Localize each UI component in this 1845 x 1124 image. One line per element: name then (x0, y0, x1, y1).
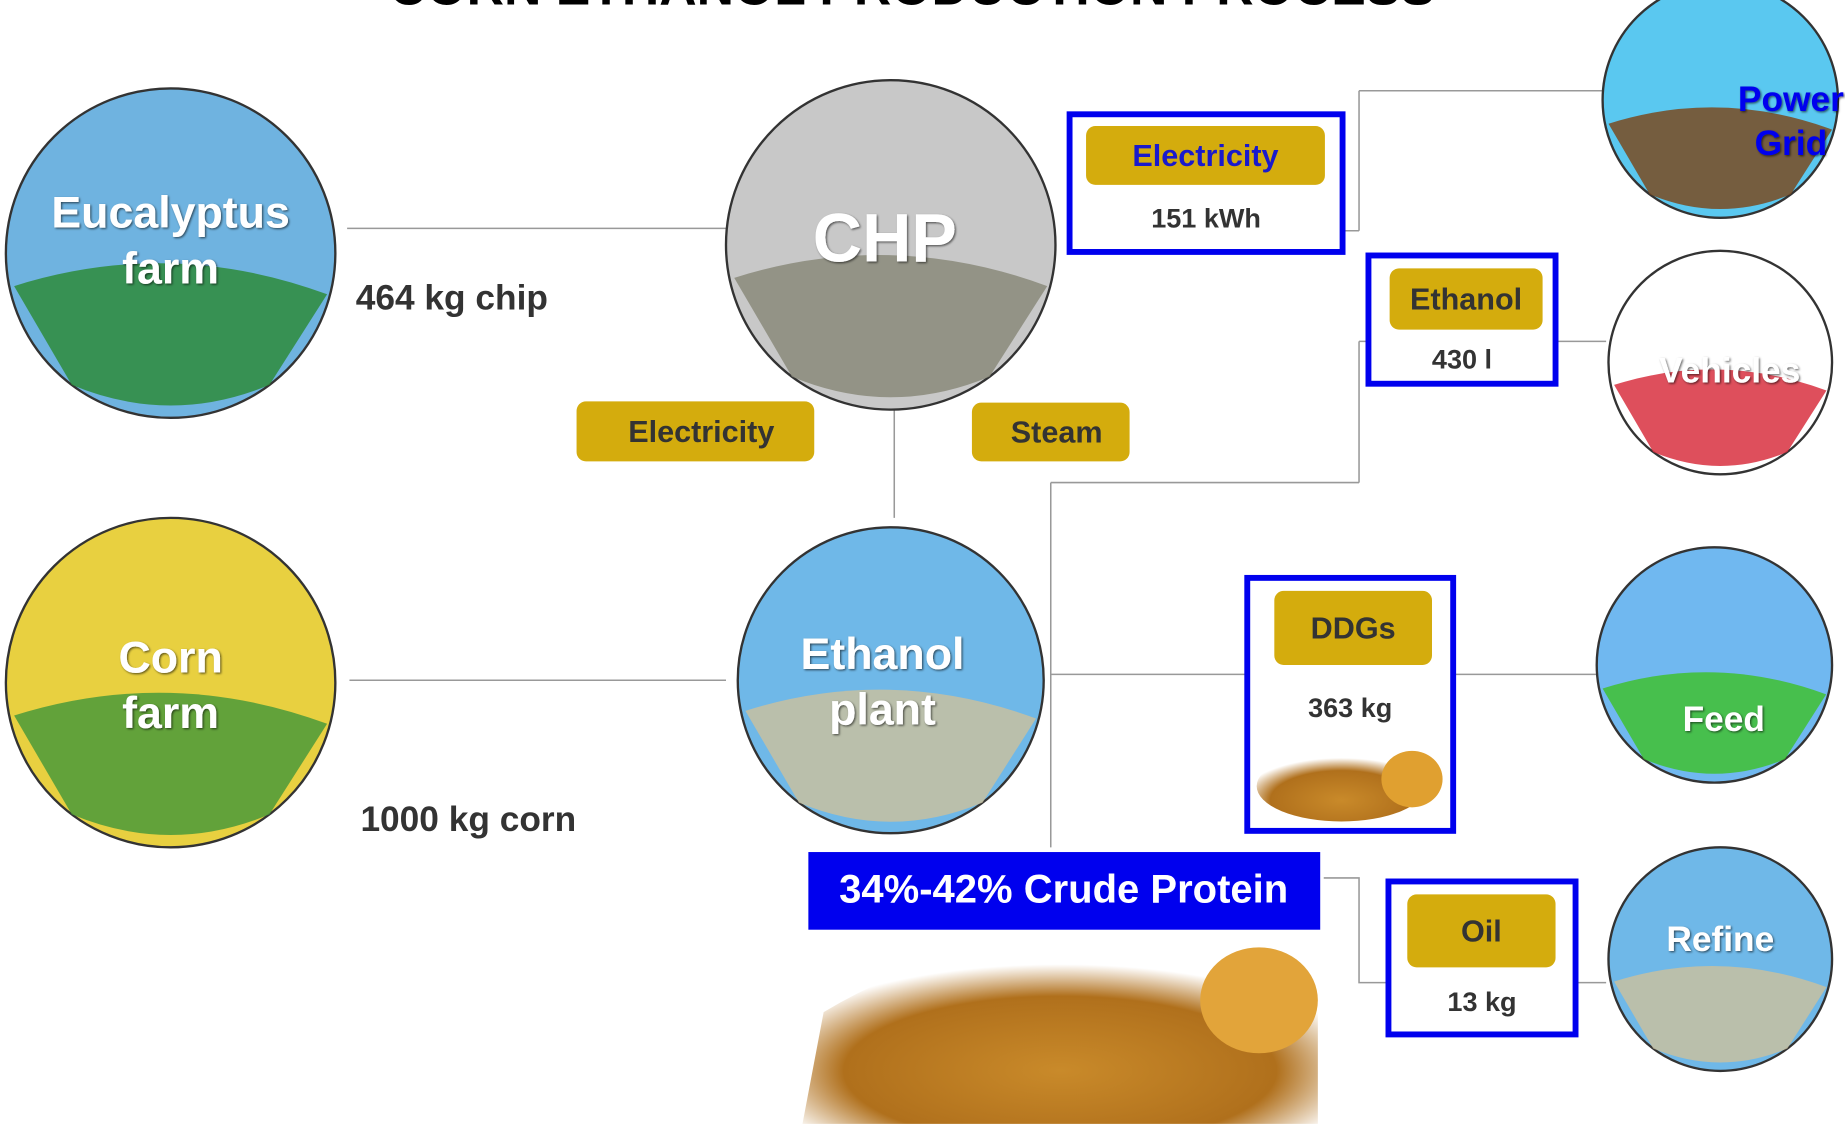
node-art (745, 689, 1037, 822)
product: Electricity 151 kWh (1066, 111, 1346, 255)
node: Eucalyptus farm (4, 87, 337, 420)
ddgs-image (1381, 750, 1443, 808)
grain-image (802, 946, 1318, 1124)
node: Ethanol plant (736, 526, 1045, 835)
flow-label: Steam (1011, 415, 1103, 449)
product-tag (1407, 894, 1556, 968)
node-label: CHP (813, 201, 957, 277)
product-name: DDGs (1311, 611, 1396, 645)
banner-text: 34%-42% Crude Protein (839, 868, 1288, 912)
product-amount: 13 kg (1447, 987, 1516, 1017)
node-label: Refine (1666, 920, 1774, 959)
flow-label: 464 kg chip (356, 279, 548, 318)
product-name: Electricity (1132, 139, 1278, 173)
node: Feed (1595, 546, 1834, 784)
product-tag (1086, 126, 1325, 185)
node-label: Eucalyptus (51, 189, 290, 238)
node-art (14, 692, 328, 835)
node: Vehicles (1607, 249, 1834, 476)
grain-image (1200, 947, 1318, 1054)
node-label: Grid (1755, 124, 1828, 163)
product-name: Ethanol (1410, 282, 1522, 316)
node-art (1608, 107, 1833, 210)
product-tag (1389, 268, 1543, 330)
product: Ethanol 430 l (1365, 252, 1559, 387)
node: Refine (1607, 846, 1834, 1073)
node: Corn farm (4, 516, 337, 849)
flow-tag (576, 401, 815, 462)
node-art (1602, 672, 1827, 774)
product: Oil 13 kg (1385, 878, 1579, 1038)
node-art (1614, 369, 1827, 466)
node-label: Feed (1683, 700, 1765, 739)
flow-label: 1000 kg corn (360, 800, 576, 839)
node-art (14, 263, 328, 406)
flow-tag (971, 402, 1130, 462)
product-tag (1274, 590, 1432, 665)
node-label: farm (122, 244, 219, 293)
title: CORN ETHANOL PRODUCTION PROCESS (389, 0, 1435, 15)
node-label: Power (1738, 80, 1844, 119)
product-name: Oil (1461, 914, 1502, 948)
node-label: Corn (118, 633, 222, 682)
node-art (1614, 966, 1827, 1063)
node-label: Ethanol (801, 630, 965, 679)
product-amount: 430 l (1432, 345, 1492, 375)
flow-label: Electricity (628, 415, 774, 449)
node-label: plant (829, 686, 936, 735)
node-label: farm (122, 689, 219, 738)
banner (808, 852, 1321, 930)
product-amount: 363 kg (1308, 693, 1392, 723)
node: Power Grid (1601, 0, 1844, 219)
node-label: Vehicles (1659, 351, 1800, 390)
node: CHP (724, 78, 1057, 411)
product-amount: 151 kWh (1151, 203, 1261, 233)
node-art (734, 255, 1048, 398)
